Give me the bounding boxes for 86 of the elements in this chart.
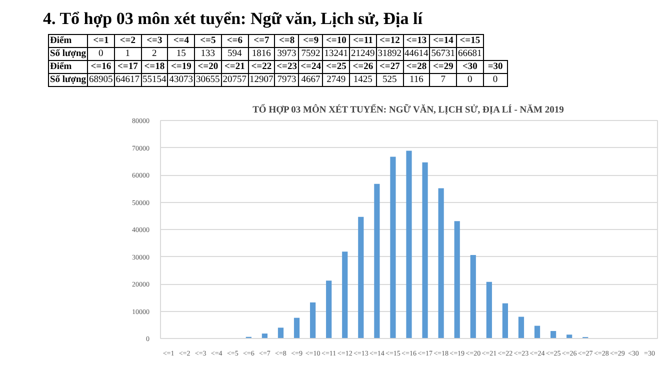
- data-label: 31892: [376, 48, 404, 61]
- category-label: <=14: [430, 34, 457, 48]
- bar: [454, 221, 460, 338]
- data-label: 1816: [248, 48, 275, 61]
- data-label: 21249: [350, 48, 376, 61]
- category-label: <=11: [350, 34, 376, 48]
- category-label: <=27: [376, 60, 404, 74]
- category-label: <=29: [430, 60, 457, 74]
- bar: [342, 252, 348, 338]
- category-label: <=23: [274, 60, 299, 74]
- bar: [422, 162, 428, 338]
- data-label: 55154: [141, 74, 168, 87]
- data-label: 0: [88, 48, 114, 61]
- data-label: 44614: [403, 48, 430, 61]
- category-label: <=13: [403, 34, 430, 48]
- bar: [502, 303, 508, 338]
- data-label: 2: [141, 48, 168, 61]
- data-label: 13241: [322, 48, 350, 61]
- category-label: <=18: [141, 60, 168, 74]
- bar: [278, 328, 284, 338]
- bar: [486, 282, 492, 338]
- data-label: 15: [168, 48, 195, 61]
- data-label: 64617: [114, 74, 142, 87]
- category-label: <=1: [88, 34, 114, 48]
- category-label: <=26: [350, 60, 376, 74]
- data-label: 3973: [274, 48, 299, 61]
- category-label: <=15: [456, 34, 484, 48]
- category-label: <=7: [248, 34, 275, 48]
- data-label: 4667: [298, 74, 323, 87]
- data-label: 594: [221, 48, 248, 61]
- text: Điểm: [48, 60, 88, 74]
- category-label: <=6: [221, 34, 248, 48]
- data-label: 2749: [322, 74, 350, 87]
- data-label: 68905: [88, 74, 114, 87]
- category-label: <=28: [403, 60, 430, 74]
- category-label: <=20: [194, 60, 222, 74]
- bar: [470, 254, 476, 338]
- category-label: <=10: [322, 34, 350, 48]
- bar: [438, 188, 444, 338]
- text: Điểm: [50, 36, 72, 46]
- category-label: <=16: [88, 60, 114, 74]
- bar: [550, 331, 556, 338]
- category-label: <=2: [114, 34, 142, 48]
- category-label: <=12: [376, 34, 404, 48]
- category-label: <=5: [194, 34, 222, 48]
- category-label: <=25: [322, 60, 350, 74]
- bar: [390, 156, 396, 338]
- bar: [294, 318, 300, 338]
- data-label: 12907: [248, 74, 275, 87]
- bar: [358, 216, 364, 338]
- category-label: <=3: [141, 34, 168, 48]
- data-label: 7973: [274, 74, 299, 87]
- data-label: 66681: [456, 48, 484, 61]
- data-label: 7: [430, 74, 457, 87]
- data-label: 116: [403, 74, 430, 87]
- category-label: <=4: [168, 34, 195, 48]
- data-label: 0: [483, 74, 508, 87]
- data-label: 30655: [194, 74, 222, 87]
- category-label: <=21: [221, 60, 248, 74]
- data-label: 56731: [430, 48, 457, 61]
- data-label: 525: [376, 74, 404, 87]
- category-label: <=19: [168, 60, 195, 74]
- bar: [310, 302, 316, 338]
- data-label: 133: [194, 48, 222, 61]
- category-label: <=8: [274, 34, 299, 48]
- bar: [534, 326, 540, 338]
- data-label: 1425: [350, 74, 376, 87]
- bar: [326, 280, 332, 338]
- category-label: =30: [483, 60, 508, 74]
- category-label: <=17: [114, 60, 142, 74]
- category-label: <=22: [248, 60, 275, 74]
- data-label: 1: [114, 48, 142, 61]
- text: Số lượng: [50, 75, 86, 86]
- chart-title: TỔ HỢP 03 MÔN XÉT TUYỂN: NGỮ VĂN, LỊCH SỬ, ĐỊA LÍ - NĂM 2019: [252, 104, 564, 116]
- data-label: 0: [456, 74, 484, 87]
- bar: [374, 184, 380, 338]
- category-label: <=24: [298, 60, 323, 74]
- bar: [406, 150, 412, 338]
- data-label: 7592: [298, 48, 323, 61]
- text: 4. Tổ hợp 03 môn xét tuyển: Ngữ văn, Lịch sử, Địa lí: [43, 8, 424, 30]
- data-label: 20757: [221, 74, 248, 87]
- category-label: <30: [456, 60, 484, 74]
- data-label: 43073: [168, 74, 195, 87]
- bar: [518, 316, 524, 338]
- category-label: <=9: [298, 34, 323, 48]
- text: Số lượng: [48, 48, 88, 61]
